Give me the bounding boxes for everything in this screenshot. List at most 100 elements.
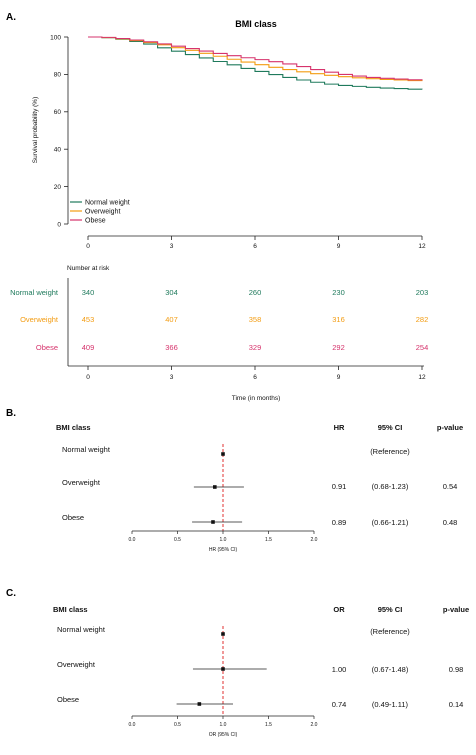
- p-value: 0.98: [449, 665, 464, 674]
- risk-title: Number at risk: [67, 265, 110, 272]
- estimate-value: 1.00: [332, 665, 347, 674]
- risk-x-tick-label: 12: [418, 374, 426, 381]
- risk-count: 230: [332, 288, 345, 297]
- estimate-value: 0.89: [332, 518, 347, 527]
- risk-count: 340: [82, 288, 95, 297]
- column-header-p-value: p-value: [443, 605, 469, 614]
- forest-x-tick-label: 1.0: [220, 537, 227, 543]
- ci-value: (Reference): [370, 447, 410, 456]
- legend-label: Obese: [85, 218, 106, 225]
- p-value: 0.48: [443, 518, 458, 527]
- risk-count: 282: [416, 315, 429, 324]
- point-estimate: [213, 485, 217, 489]
- column-header-p-value: p-value: [437, 423, 463, 432]
- point-estimate: [221, 452, 225, 456]
- point-estimate: [221, 667, 225, 671]
- forest-row-label: Overweight: [57, 660, 96, 669]
- risk-x-axis-title: Time (in months): [232, 395, 281, 402]
- column-header-ci: 95% CI: [378, 423, 403, 432]
- estimate-value: 0.74: [332, 700, 347, 709]
- ci-value: (0.68-1.23): [372, 482, 409, 491]
- risk-count: 292: [332, 343, 345, 352]
- ci-value: (0.67-1.48): [372, 665, 409, 674]
- column-header-label: BMI class: [56, 423, 91, 432]
- km-title: BMI class: [235, 19, 277, 29]
- panel-b-label: B.: [6, 408, 16, 419]
- km-curves: [88, 36, 423, 90]
- risk-count: 316: [332, 315, 345, 324]
- km-y-axis-title: Survival probability (%): [32, 97, 39, 163]
- km-curve-obese: [88, 36, 423, 81]
- p-value: 0.14: [449, 700, 464, 709]
- risk-body: Normal weight 340 304 260 230 203 Overweight 45…: [10, 278, 428, 381]
- column-header-ci: 95% CI: [378, 605, 403, 614]
- forest-x-axis-title: OR (95% CI): [209, 732, 238, 738]
- legend-label: Normal weight: [85, 200, 130, 207]
- risk-row-label: Overweight: [20, 315, 59, 324]
- risk-count: 260: [249, 288, 262, 297]
- km-legend: Normal weight Overweight Obese: [70, 200, 130, 225]
- forest-x-tick-label: 0.0: [129, 537, 136, 543]
- ci-value: (Reference): [370, 627, 410, 636]
- ci-value: (0.66-1.21): [372, 518, 409, 527]
- forest-row-label: Normal weight: [57, 625, 106, 634]
- forest-x-axis-title: HR (95% CI): [209, 547, 238, 553]
- km-axes: 0 20 40 60 80 100 0 3 6 9 12: [50, 34, 426, 250]
- km-y-tick-label: 40: [54, 147, 62, 154]
- legend-label: Overweight: [85, 209, 120, 216]
- risk-count: 453: [82, 315, 95, 324]
- risk-count: 409: [82, 343, 95, 352]
- km-curve-normal-weight: [88, 36, 423, 90]
- risk-count: 407: [165, 315, 178, 324]
- km-x-tick-label: 9: [337, 243, 341, 250]
- point-estimate: [211, 520, 215, 524]
- panel-c-label: C.: [6, 588, 16, 599]
- forest-row-label: Obese: [57, 695, 79, 704]
- km-y-tick-label: 80: [54, 72, 62, 79]
- forest-plot-hr: BMI class HR 95% CI p-value Normal weight (Re…: [56, 423, 463, 553]
- forest-x-tick-label: 1.5: [265, 722, 272, 728]
- column-header-label: BMI class: [53, 605, 88, 614]
- km-plot: BMI class Survival probability (%) 0 20 40…: [32, 19, 426, 250]
- km-curve-overweight: [88, 36, 423, 82]
- forest-x-tick-label: 1.0: [220, 722, 227, 728]
- risk-count: 304: [165, 288, 178, 297]
- km-x-tick-label: 12: [418, 243, 426, 250]
- risk-count: 254: [416, 343, 429, 352]
- forest-row-label: Overweight: [62, 478, 101, 487]
- forest-x-tick-label: 2.0: [311, 537, 318, 543]
- forest-x-tick-label: 0.5: [174, 537, 181, 543]
- risk-count: 358: [249, 315, 262, 324]
- risk-row-label: Obese: [36, 343, 58, 352]
- risk-table: Number at risk Normal weight 340 304 260 230…: [10, 265, 428, 402]
- forest-x-tick-label: 2.0: [311, 722, 318, 728]
- forest-row-label: Normal weight: [62, 445, 111, 454]
- forest-x-tick-label: 0.5: [174, 722, 181, 728]
- point-estimate: [221, 632, 225, 636]
- km-y-tick-label: 0: [57, 221, 61, 228]
- risk-x-tick-label: 6: [253, 374, 257, 381]
- risk-count: 203: [416, 288, 429, 297]
- forest-plot-or: BMI class OR 95% CI p-value Normal weight (Re…: [53, 605, 469, 738]
- risk-x-tick-label: 9: [337, 374, 341, 381]
- km-x-tick-label: 0: [86, 243, 90, 250]
- km-y-tick-label: 20: [54, 184, 62, 191]
- p-value: 0.54: [443, 482, 458, 491]
- column-header-estimate: OR: [333, 605, 345, 614]
- km-y-tick-label: 100: [50, 34, 61, 41]
- ci-value: (0.49-1.11): [372, 700, 409, 709]
- km-y-tick-label: 60: [54, 109, 62, 116]
- point-estimate: [197, 702, 202, 706]
- forest-x-tick-label: 0.0: [129, 722, 136, 728]
- risk-count: 329: [249, 343, 262, 352]
- column-header-estimate: HR: [334, 423, 345, 432]
- estimate-value: 0.91: [332, 482, 347, 491]
- forest-x-tick-label: 1.5: [265, 537, 272, 543]
- forest-row-label: Obese: [62, 513, 84, 522]
- km-x-tick-label: 3: [170, 243, 174, 250]
- km-x-tick-label: 6: [253, 243, 257, 250]
- panel-a-label: A.: [6, 12, 16, 23]
- risk-count: 366: [165, 343, 178, 352]
- risk-row-label: Normal weight: [10, 288, 59, 297]
